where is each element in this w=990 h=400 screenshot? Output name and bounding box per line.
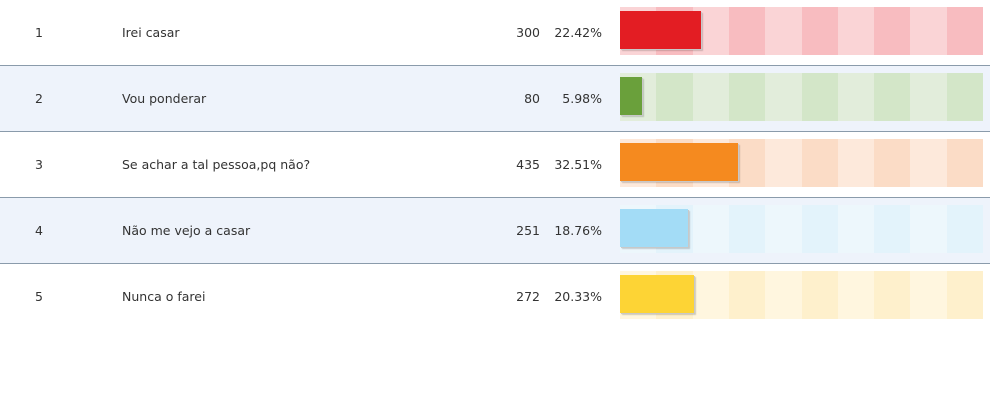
poll-row: 5 Nunca o farei 272 20.33% [0, 264, 990, 329]
bar-track-stripe [946, 73, 984, 121]
result-bar-track [620, 139, 984, 187]
bar-track-stripe [946, 139, 984, 187]
bar-track-stripe [656, 73, 694, 121]
answer-label: Não me vejo a casar [122, 223, 251, 238]
bar-track-stripe [728, 7, 766, 55]
vote-percent: 18.76% [554, 223, 602, 238]
bar-track-stripe [910, 73, 948, 121]
poll-row: 2 Vou ponderar 80 5.98% [0, 66, 990, 132]
result-bar-track [620, 271, 984, 319]
rank-number: 3 [35, 157, 43, 172]
answer-label: Se achar a tal pessoa,pq não? [122, 157, 311, 172]
bar-track-stripe [946, 271, 984, 319]
bar-track-stripe [910, 7, 948, 55]
result-bar-track [620, 205, 984, 253]
vote-percent: 20.33% [554, 289, 602, 304]
bar-track-stripe [910, 139, 948, 187]
bar-track-stripe [874, 205, 911, 253]
bar-track-stripe [874, 7, 911, 55]
bar-track-stripe [728, 205, 766, 253]
rank-number: 5 [35, 289, 43, 304]
result-bar-track [620, 7, 984, 55]
result-bar-fill [620, 143, 738, 181]
bar-track-stripe [837, 205, 875, 253]
result-bar-fill [620, 77, 642, 115]
row-divider [0, 65, 990, 66]
result-bar-track [620, 73, 984, 121]
vote-count: 300 [516, 25, 540, 40]
bar-track-stripe [837, 7, 875, 55]
vote-percent: 32.51% [554, 157, 602, 172]
vote-count: 80 [524, 91, 540, 106]
row-divider [0, 197, 990, 198]
row-divider [0, 263, 990, 264]
bar-track-stripe [801, 139, 839, 187]
bar-track-stripe [765, 271, 802, 319]
bar-track-stripe [910, 205, 948, 253]
bar-track-stripe [801, 7, 839, 55]
rank-number: 2 [35, 91, 43, 106]
bar-track-stripe [946, 7, 984, 55]
bar-track-stripe [692, 271, 730, 319]
bar-track-stripe [837, 139, 875, 187]
answer-label: Nunca o farei [122, 289, 206, 304]
answer-label: Vou ponderar [122, 91, 207, 106]
bar-track-stripe [765, 73, 802, 121]
bar-track-stripe [874, 271, 911, 319]
bar-track-stripe [765, 139, 802, 187]
rank-number: 1 [35, 25, 43, 40]
bar-track-stripe [837, 271, 875, 319]
bar-track-stripe [692, 205, 730, 253]
poll-row: 1 Irei casar 300 22.42% [0, 0, 990, 66]
vote-count: 251 [516, 223, 540, 238]
bar-track-stripe [801, 205, 839, 253]
bar-track-stripe [692, 73, 730, 121]
bar-track-stripe [765, 205, 802, 253]
poll-row: 3 Se achar a tal pessoa,pq não? 435 32.5… [0, 132, 990, 198]
bar-track-stripe [728, 73, 766, 121]
bar-track-stripe [728, 271, 766, 319]
bar-track-stripe [946, 205, 984, 253]
vote-percent: 5.98% [562, 91, 602, 106]
bar-track-stripe [874, 73, 911, 121]
row-divider [0, 131, 990, 132]
result-bar-fill [620, 275, 694, 313]
bar-track-stripe [837, 73, 875, 121]
rank-number: 4 [35, 223, 43, 238]
bar-track-stripe [801, 73, 839, 121]
bar-track-stripe [801, 271, 839, 319]
result-bar-fill [620, 11, 701, 49]
vote-percent: 22.42% [554, 25, 602, 40]
answer-label: Irei casar [122, 25, 180, 40]
result-bar-fill [620, 209, 688, 247]
vote-count: 435 [516, 157, 540, 172]
poll-row: 4 Não me vejo a casar 251 18.76% [0, 198, 990, 264]
bar-track-stripe [874, 139, 911, 187]
bar-track-stripe [910, 271, 948, 319]
vote-count: 272 [516, 289, 540, 304]
bar-track-stripe [765, 7, 802, 55]
